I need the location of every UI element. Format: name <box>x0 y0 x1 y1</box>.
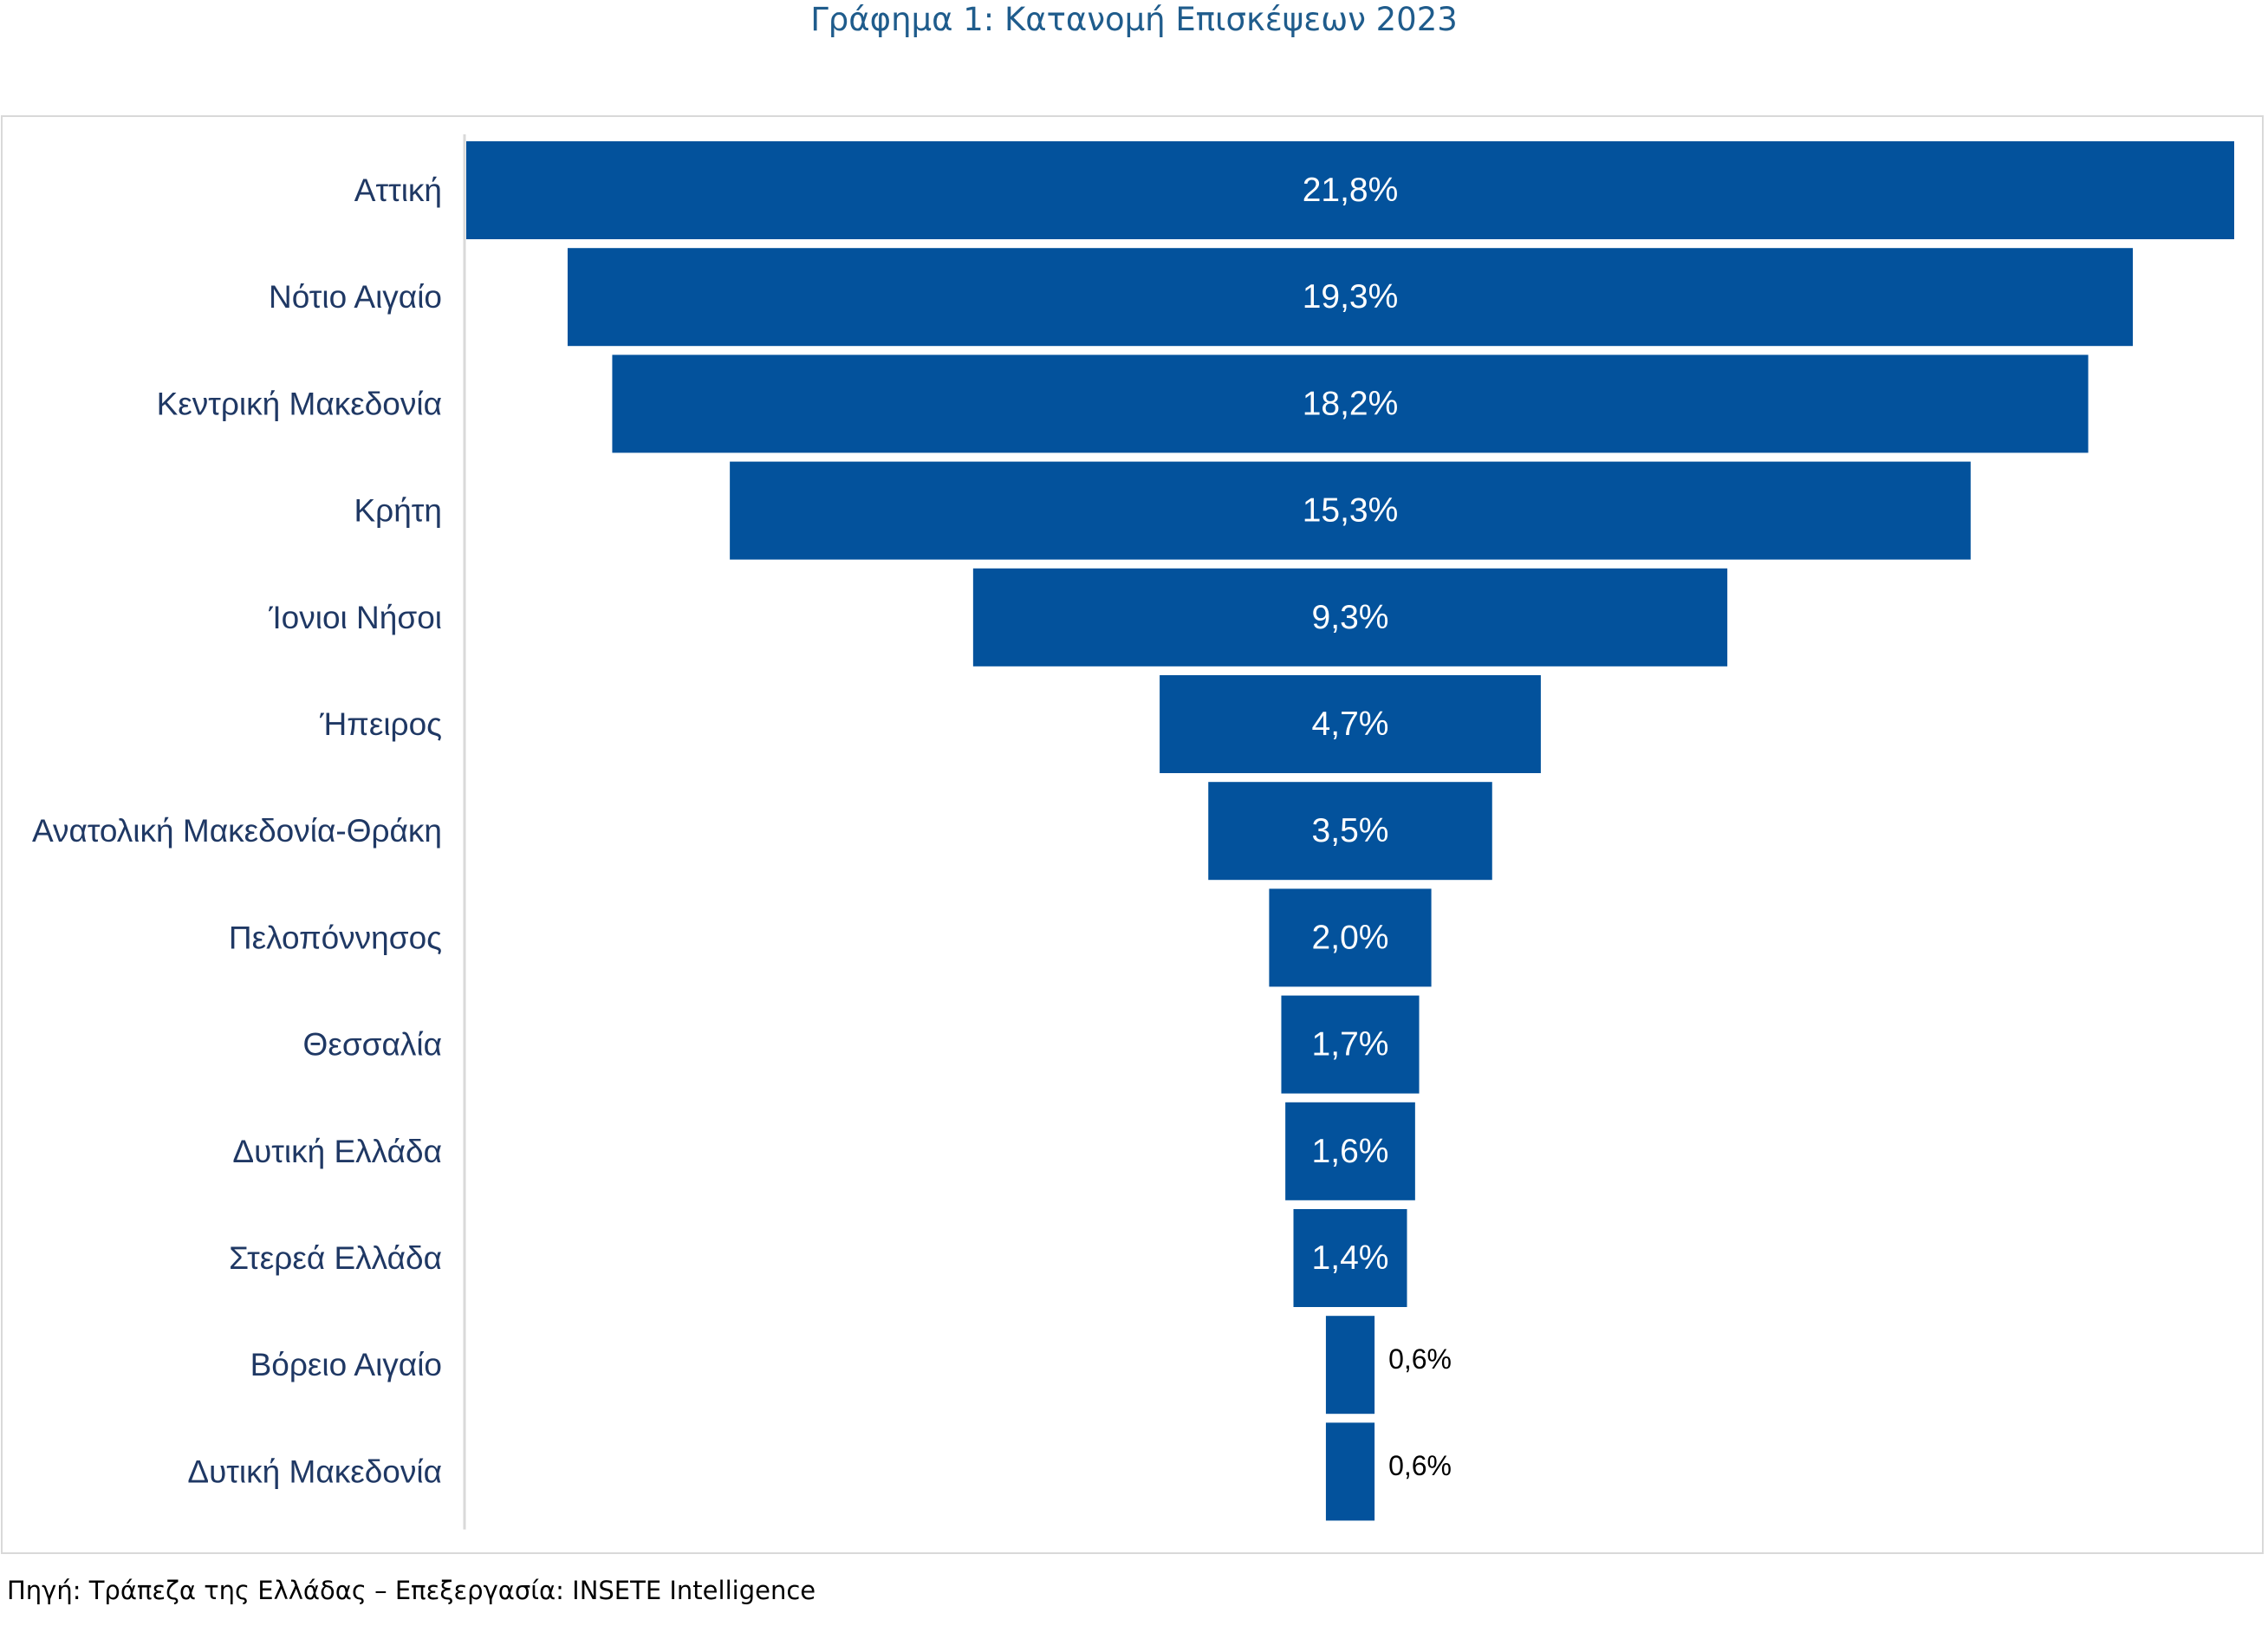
funnel-bar <box>1325 1422 1375 1521</box>
data-label: 4,7% <box>1312 706 1389 743</box>
data-label: 3,5% <box>1312 812 1389 849</box>
category-label: Κρήτη <box>354 493 443 529</box>
category-label: Ίονιοι Νήσοι <box>268 600 442 635</box>
funnel-bar <box>730 461 1971 560</box>
data-label: 15,3% <box>1303 492 1399 530</box>
data-label: 1,7% <box>1312 1026 1389 1063</box>
category-label: Ήπειρος <box>319 706 442 742</box>
category-label: Βόρειο Αιγαίο <box>250 1347 442 1382</box>
funnel-bar <box>1325 1316 1375 1415</box>
data-label: 18,2% <box>1303 385 1399 422</box>
source-note: Πηγή: Τράπεζα της Ελλάδας – Επεξεργασία:… <box>7 1576 816 1605</box>
category-label: Ανατολική Μακεδονία-Θράκη <box>32 813 442 849</box>
category-label: Δυτική Ελλάδα <box>232 1134 442 1169</box>
data-label: 21,8% <box>1303 172 1399 209</box>
category-label: Αττική <box>354 172 442 208</box>
funnel-bar <box>1269 888 1432 987</box>
category-label: Θεσσαλία <box>303 1027 442 1063</box>
data-label: 1,6% <box>1312 1133 1389 1170</box>
category-label: Στερεά Ελλάδα <box>229 1240 442 1276</box>
data-label: 0,6% <box>1388 1450 1452 1481</box>
category-label: Δυτική Μακεδονία <box>187 1454 442 1489</box>
funnel-chart: Αττική 21,8% Νότιο Αιγαίο 19,3% Κεντρική Μακ… <box>32 134 2234 1530</box>
data-label: 1,4% <box>1312 1239 1389 1277</box>
funnel-bar <box>1293 1209 1407 1307</box>
funnel-bar <box>567 248 2134 347</box>
funnel-bar <box>972 568 1728 667</box>
funnel-bar <box>466 141 2234 239</box>
funnel-bar <box>1208 782 1492 881</box>
funnel-bar <box>1285 1102 1415 1200</box>
category-label: Πελοπόννησος <box>229 920 442 955</box>
data-label: 9,3% <box>1312 599 1389 636</box>
data-label: 2,0% <box>1312 919 1389 956</box>
data-label: 0,6% <box>1388 1343 1452 1375</box>
funnel-bar <box>1160 675 1541 773</box>
funnel-bar <box>1281 995 1420 1094</box>
category-label: Κεντρική Μακεδονία <box>157 386 442 421</box>
chart-frame: Αττική 21,8% Νότιο Αιγαίο 19,3% Κεντρική Μακ… <box>1 115 2264 1554</box>
category-label: Νότιο Αιγαίο <box>269 279 442 315</box>
data-label: 19,3% <box>1303 278 1399 315</box>
chart-title: Γράφημα 1: Κατανομή Επισκέψεων 2023 <box>810 1 1458 38</box>
funnel-bar <box>612 354 2089 453</box>
